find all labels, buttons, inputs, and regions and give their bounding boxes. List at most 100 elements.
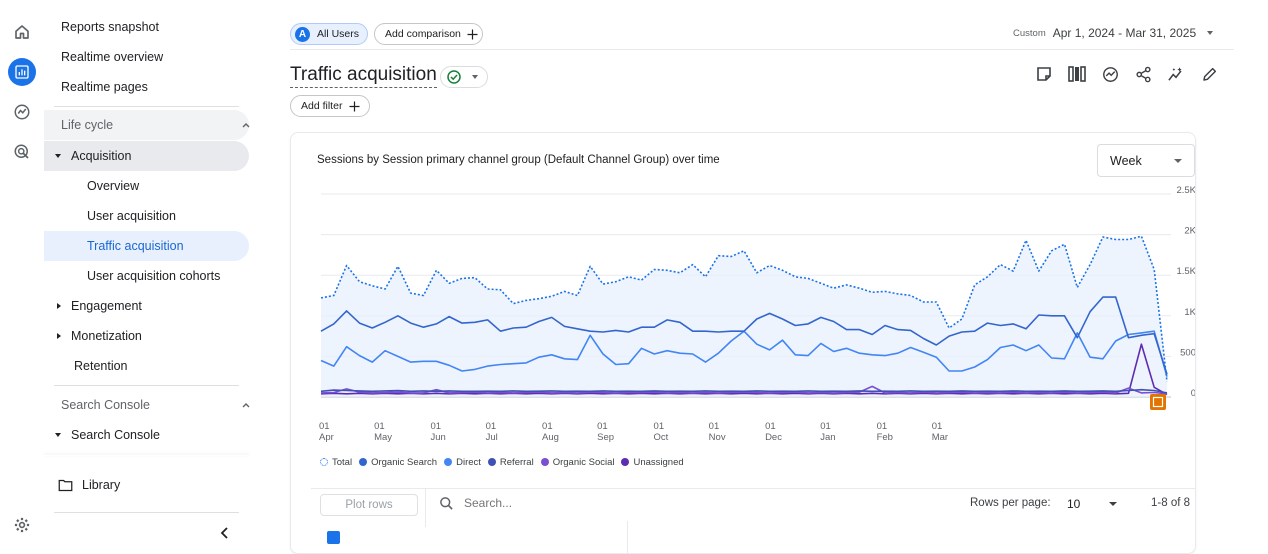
add-filter-button[interactable]: Add filter bbox=[290, 95, 370, 117]
sidebar-item-acquisition[interactable]: Acquisition bbox=[55, 141, 131, 171]
home-icon[interactable] bbox=[8, 18, 36, 46]
caret-down-icon bbox=[55, 433, 61, 437]
customize-report-icon[interactable] bbox=[1067, 64, 1087, 84]
x-tick-day: 01 bbox=[542, 421, 553, 432]
x-tick-month: Dec bbox=[765, 432, 782, 443]
sidebar-item-user-acquisition-cohorts[interactable]: User acquisition cohorts bbox=[87, 269, 221, 283]
title-status-button[interactable] bbox=[440, 66, 488, 88]
x-tick-month: Oct bbox=[654, 432, 669, 443]
legend-dot bbox=[540, 458, 549, 466]
total-area bbox=[321, 236, 1167, 397]
caret-down-icon bbox=[1174, 158, 1182, 163]
date-prefix: Custom bbox=[1013, 27, 1046, 39]
chart-card: Sessions by Session primary channel grou… bbox=[290, 132, 1196, 554]
legend-dot bbox=[320, 458, 328, 466]
search-input[interactable] bbox=[462, 495, 666, 511]
sidebar-item-reports-snapshot[interactable]: Reports snapshot bbox=[61, 20, 159, 34]
annotation-marker-icon bbox=[1150, 394, 1166, 410]
legend-label: Referral bbox=[499, 456, 534, 468]
x-tick-month: Aug bbox=[542, 432, 559, 443]
legend-item-unassigned[interactable]: Unassigned bbox=[621, 456, 684, 468]
chart-title: Sessions by Session primary channel grou… bbox=[317, 154, 720, 166]
active-item-bg bbox=[44, 231, 249, 261]
compare-icon[interactable] bbox=[1100, 64, 1120, 84]
plot-rows-button[interactable]: Plot rows bbox=[320, 494, 418, 516]
caret-right-icon bbox=[57, 333, 61, 339]
toolbar-separator bbox=[425, 489, 426, 527]
series-line-referral bbox=[320, 388, 1168, 394]
legend-item-organic-search[interactable]: Organic Search bbox=[359, 457, 437, 468]
legend-item-referral[interactable]: Referral bbox=[487, 456, 534, 468]
sidebar-divider bbox=[54, 512, 239, 513]
caret-down-icon bbox=[1207, 31, 1214, 35]
rows-per-page-label: Rows per page: bbox=[970, 497, 1051, 509]
sidebar-item-search-console[interactable]: Search Console bbox=[55, 420, 160, 450]
plus-icon bbox=[467, 29, 478, 39]
legend-label: Organic Search bbox=[371, 456, 438, 468]
x-tick-day: 01 bbox=[877, 421, 888, 432]
legend-item-organic-social[interactable]: Organic Social bbox=[540, 457, 614, 468]
gear-icon[interactable] bbox=[8, 511, 36, 539]
pagination-text: 1-8 of 8 bbox=[1151, 497, 1190, 509]
sidebar-item-realtime-pages[interactable]: Realtime pages bbox=[61, 80, 148, 94]
select-all-checkbox[interactable] bbox=[327, 531, 340, 544]
advertising-icon[interactable] bbox=[8, 138, 36, 166]
y-tick-label: 0 bbox=[1191, 388, 1195, 399]
annotation-marker-glyph bbox=[1152, 396, 1164, 408]
sidebar-item-monetization[interactable]: Monetization bbox=[55, 321, 142, 351]
line-chart: 2.5K2K1.5K1K500001Apr01May01Jun01Jul01Au… bbox=[319, 185, 1195, 443]
x-tick-month: Nov bbox=[709, 432, 726, 443]
segment-all-users[interactable]: A All Users bbox=[290, 23, 368, 45]
x-tick-day: 01 bbox=[654, 421, 665, 432]
x-tick-day: 01 bbox=[597, 421, 608, 432]
save-report-icon[interactable] bbox=[1034, 64, 1054, 84]
reports-icon[interactable] bbox=[8, 58, 36, 86]
legend-label: Unassigned bbox=[633, 456, 684, 468]
x-tick-day: 01 bbox=[374, 421, 385, 432]
date-range-picker[interactable]: Custom Apr 1, 2024 - Mar 31, 2025 bbox=[1013, 25, 1214, 41]
folder-icon bbox=[58, 479, 73, 491]
acquisition-bg bbox=[44, 141, 249, 171]
x-tick-day: 01 bbox=[932, 421, 943, 432]
sidebar-scroll-shadow bbox=[44, 455, 249, 456]
sidebar-section-search-console[interactable]: Search Console bbox=[61, 390, 251, 420]
x-tick-month: May bbox=[374, 432, 392, 443]
y-tick-label: 2K bbox=[1184, 226, 1195, 237]
edit-icon[interactable] bbox=[1200, 64, 1220, 84]
legend-item-total[interactable]: Total bbox=[320, 457, 352, 468]
plus-icon bbox=[349, 101, 360, 111]
main-content: A All Users Add comparison Custom Apr 1,… bbox=[270, 0, 1268, 554]
insights-icon[interactable] bbox=[1166, 64, 1186, 84]
caret-down-icon bbox=[1109, 502, 1117, 506]
sidebar-item-overview[interactable]: Overview bbox=[87, 179, 140, 193]
sidebar-item-engagement[interactable]: Engagement bbox=[55, 291, 142, 321]
legend-dot bbox=[487, 458, 496, 466]
x-tick-day: 01 bbox=[486, 421, 497, 432]
search-icon bbox=[440, 496, 453, 510]
header-divider bbox=[290, 49, 1234, 50]
legend-dot bbox=[359, 458, 368, 466]
sidebar-item-user-acquisition[interactable]: User acquisition bbox=[87, 209, 176, 223]
collapse-sidebar-icon[interactable] bbox=[220, 526, 230, 544]
table-search[interactable] bbox=[439, 495, 666, 511]
x-tick-month: Feb bbox=[877, 432, 893, 443]
explore-icon[interactable] bbox=[8, 98, 36, 126]
share-icon[interactable] bbox=[1133, 64, 1153, 84]
page-title[interactable]: Traffic acquisition bbox=[290, 63, 437, 88]
x-tick-month: Jun bbox=[431, 432, 446, 443]
chevron-up-icon bbox=[242, 403, 250, 408]
x-tick-month: Jan bbox=[820, 432, 835, 443]
sidebar-item-library[interactable]: Library bbox=[58, 470, 120, 500]
interval-select[interactable]: Week bbox=[1097, 144, 1195, 177]
y-tick-label: 1.5K bbox=[1176, 266, 1195, 277]
x-tick-day: 01 bbox=[319, 421, 330, 432]
sidebar-section-lifecycle[interactable]: Life cycle bbox=[61, 110, 251, 140]
rows-per-page-select[interactable]: 10 bbox=[1067, 494, 1117, 514]
legend-label: Direct bbox=[456, 456, 481, 468]
sidebar-item-realtime-overview[interactable]: Realtime overview bbox=[61, 50, 164, 64]
add-comparison-button[interactable]: Add comparison bbox=[374, 23, 483, 45]
legend-item-direct[interactable]: Direct bbox=[444, 457, 481, 468]
series-line-organic-search bbox=[320, 296, 1168, 375]
sidebar-item-retention[interactable]: Retention bbox=[74, 359, 128, 373]
sidebar-item-traffic-acquisition[interactable]: Traffic acquisition bbox=[87, 239, 184, 253]
